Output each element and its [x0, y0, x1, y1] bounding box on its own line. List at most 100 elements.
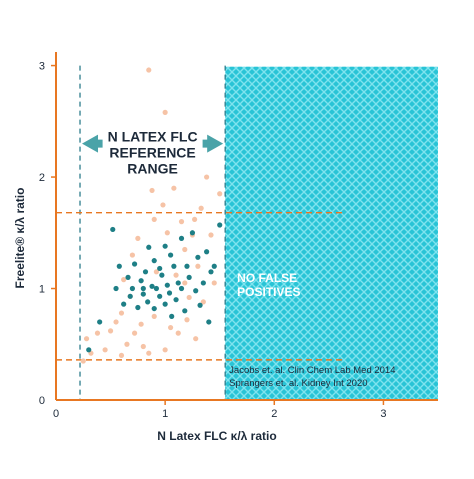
data-point-dark	[135, 304, 141, 311]
data-point-dark	[208, 269, 214, 275]
no-false-positives-label-line: POSITIVES	[237, 285, 300, 299]
data-point-dark	[200, 280, 206, 286]
data-point-light	[186, 294, 192, 301]
no-false-positives-label-line: NO FALSE	[237, 271, 297, 285]
data-point-light	[124, 341, 130, 347]
data-point-dark	[195, 254, 201, 260]
data-point-dark	[127, 293, 133, 299]
data-point-light	[118, 352, 125, 359]
data-point-light	[208, 232, 214, 238]
data-point-dark	[164, 282, 170, 288]
data-point-light	[200, 299, 206, 305]
data-point-dark	[153, 285, 160, 292]
data-point-dark	[162, 301, 168, 307]
data-point-light	[140, 343, 146, 350]
data-point-dark	[159, 272, 165, 278]
data-point-dark	[146, 244, 152, 250]
data-point-light	[217, 191, 223, 197]
data-point-light	[160, 202, 166, 208]
data-point-light	[129, 252, 135, 258]
x-tick-label: 0	[53, 408, 59, 420]
citation-text: Sprangers et. al. Kidney Int 2020	[229, 378, 367, 389]
data-point-dark	[131, 261, 138, 267]
data-point-light	[102, 347, 108, 353]
y-axis-ticks: 0 1 2 3	[39, 61, 56, 407]
data-point-dark	[189, 230, 196, 236]
data-point-dark	[110, 226, 116, 233]
y-tick-label: 3	[39, 61, 45, 73]
x-axis-label: N Latex FLC κ/λ ratio	[157, 429, 276, 443]
data-point-light	[94, 330, 101, 336]
data-point-light	[131, 330, 138, 336]
data-point-dark	[186, 274, 192, 280]
citation-text: Jacobs et. al. Clin Chem Lab Med 2014	[229, 365, 395, 376]
data-point-dark	[140, 285, 146, 292]
data-point-light	[80, 358, 86, 364]
data-point-dark	[125, 274, 131, 280]
data-point-light	[184, 317, 190, 323]
data-point-dark	[121, 301, 127, 307]
data-point-light	[173, 272, 179, 278]
data-point-dark	[157, 293, 163, 299]
data-point-dark	[97, 319, 103, 325]
y-axis-label: Freelite® κ/λ ratio	[13, 188, 27, 289]
data-point-dark	[169, 313, 175, 319]
data-point-dark	[116, 263, 122, 269]
data-point-light	[204, 174, 210, 180]
data-point-light	[182, 280, 188, 286]
data-point-light	[182, 246, 188, 253]
data-point-dark	[182, 308, 188, 314]
data-point-light	[162, 109, 168, 115]
data-point-light	[135, 235, 141, 241]
data-point-light	[113, 319, 119, 325]
data-point-dark	[113, 285, 119, 292]
data-point-dark	[171, 263, 177, 269]
data-point-light	[153, 269, 160, 275]
data-point-light	[178, 219, 185, 225]
data-point-light	[146, 350, 152, 356]
data-point-light	[83, 336, 90, 342]
data-point-dark	[184, 263, 190, 269]
data-point-light	[211, 280, 217, 286]
data-point-dark	[193, 288, 199, 294]
data-point-dark	[168, 252, 174, 258]
data-point-dark	[197, 302, 203, 308]
data-point-light	[195, 263, 201, 269]
data-point-light	[192, 216, 198, 223]
reference-range-label-line: N LATEX FLC	[108, 129, 198, 145]
data-point-dark	[175, 280, 181, 286]
x-tick-label: 3	[380, 408, 386, 420]
data-point-dark	[140, 291, 146, 297]
x-tick-label: 2	[271, 408, 277, 420]
data-point-dark	[145, 299, 151, 305]
data-point-light	[151, 216, 157, 223]
data-point-light	[162, 347, 168, 353]
reference-range-label-background	[102, 129, 203, 180]
data-point-light	[168, 324, 174, 331]
data-point-dark	[86, 347, 92, 353]
data-point-dark	[166, 290, 173, 296]
data-point-light	[138, 321, 144, 327]
reference-range-label-line: REFERENCE	[109, 145, 195, 161]
data-point-dark	[162, 243, 168, 249]
data-point-dark	[151, 305, 157, 312]
data-point-dark	[149, 283, 155, 289]
data-point-dark	[204, 249, 210, 255]
data-point-light	[146, 67, 152, 73]
data-points	[80, 67, 223, 364]
data-point-light	[171, 185, 177, 191]
data-point-light	[149, 187, 155, 194]
data-point-light	[107, 328, 114, 334]
data-point-dark	[151, 258, 157, 264]
data-point-dark	[173, 297, 179, 303]
data-point-dark	[217, 222, 223, 228]
x-tick-label: 1	[162, 408, 168, 420]
y-tick-label: 0	[39, 395, 45, 407]
reference-range-label-line: RANGE	[127, 161, 178, 177]
data-point-light	[118, 310, 125, 316]
data-point-dark	[157, 265, 163, 272]
data-point-dark	[211, 263, 217, 269]
